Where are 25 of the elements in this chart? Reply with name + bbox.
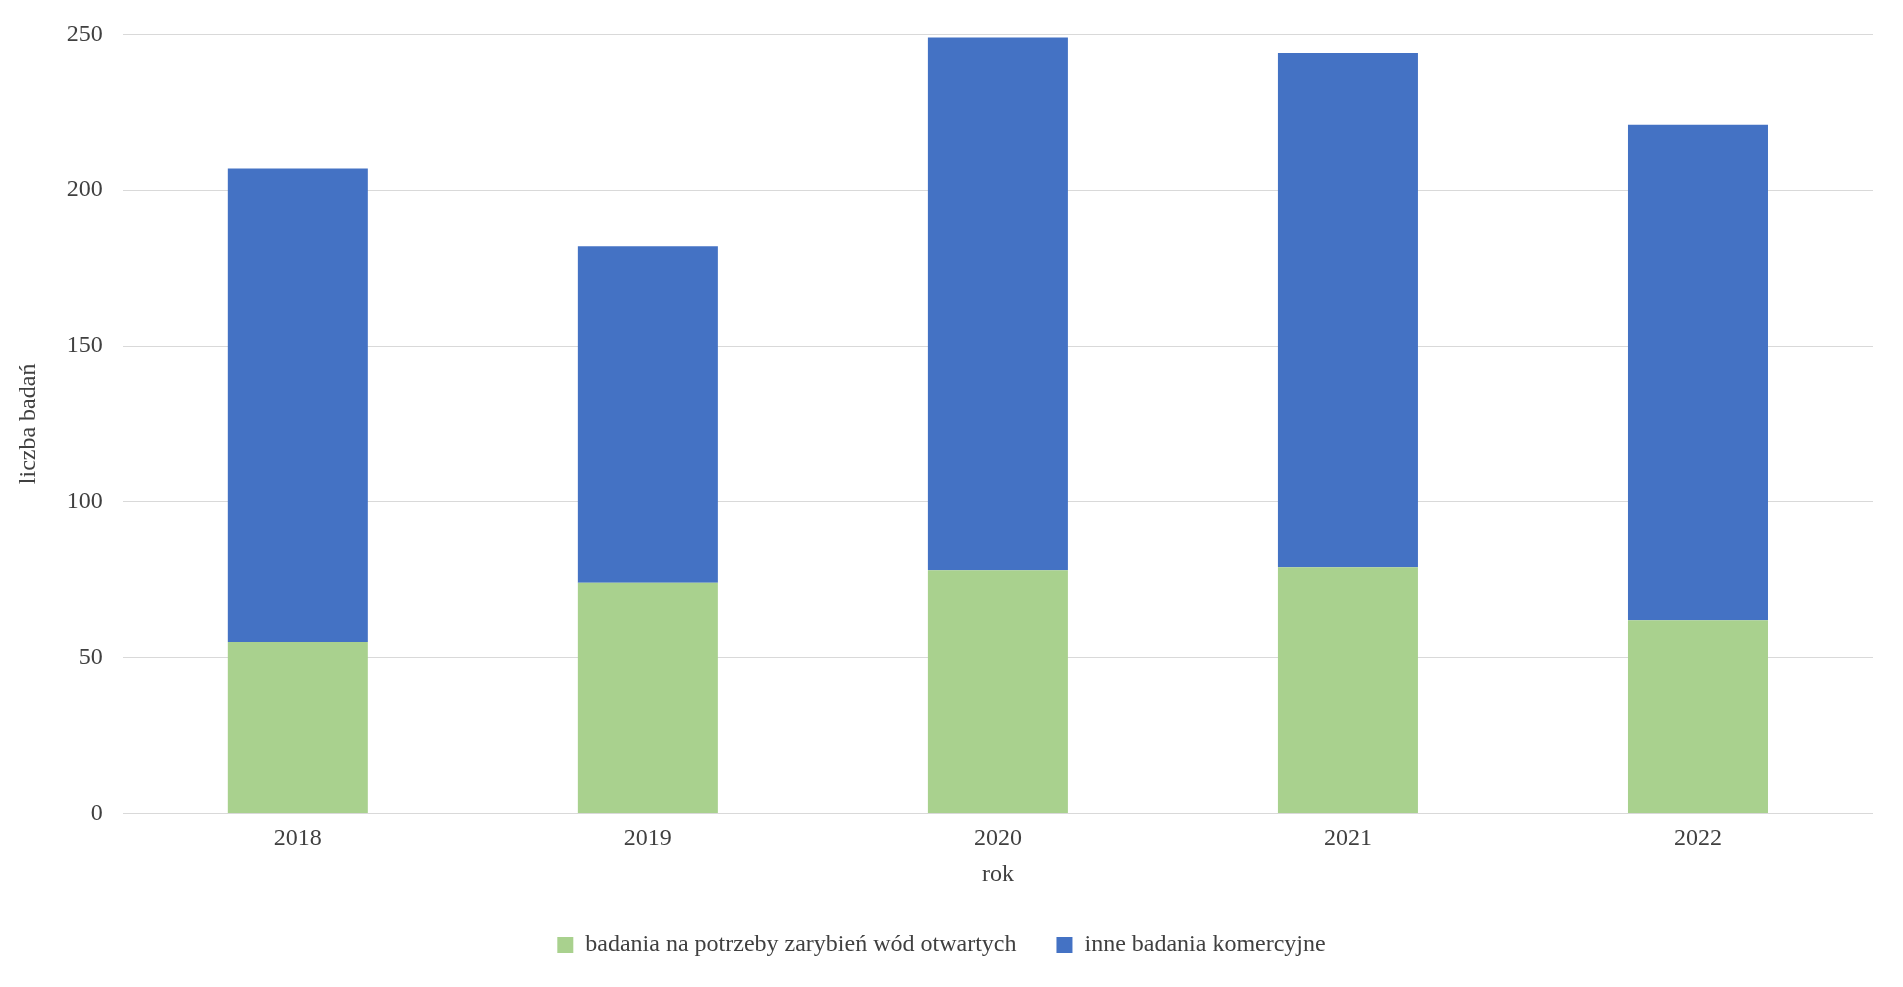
y-tick-label: 100 xyxy=(66,487,103,514)
y-axis-title: liczba badań xyxy=(13,363,40,485)
x-tick-label: 2019 xyxy=(623,824,672,851)
bar xyxy=(577,246,718,583)
bar xyxy=(577,582,718,813)
bar xyxy=(927,37,1068,571)
bar xyxy=(227,642,368,813)
y-tick-label: 0 xyxy=(90,798,103,825)
x-tick-label: 2021 xyxy=(1323,824,1372,851)
bar xyxy=(927,570,1068,813)
x-tick-label: 2020 xyxy=(973,824,1022,851)
y-tick-label: 150 xyxy=(66,331,103,358)
x-tick-label: 2018 xyxy=(273,824,322,851)
bar xyxy=(1277,53,1418,568)
bar xyxy=(1627,124,1768,621)
y-tick-label: 50 xyxy=(78,642,103,669)
bar xyxy=(227,168,368,643)
bar xyxy=(1277,567,1418,813)
y-tick-label: 250 xyxy=(66,19,103,46)
x-tick-label: 2022 xyxy=(1673,824,1722,851)
legend-label: inne badania komercyjne xyxy=(1084,930,1326,957)
x-axis-title: rok xyxy=(981,859,1014,886)
y-tick-label: 200 xyxy=(66,175,103,202)
bar xyxy=(1627,620,1768,813)
legend-label: badania na potrzeby zarybień wód otwartych xyxy=(585,930,1017,957)
